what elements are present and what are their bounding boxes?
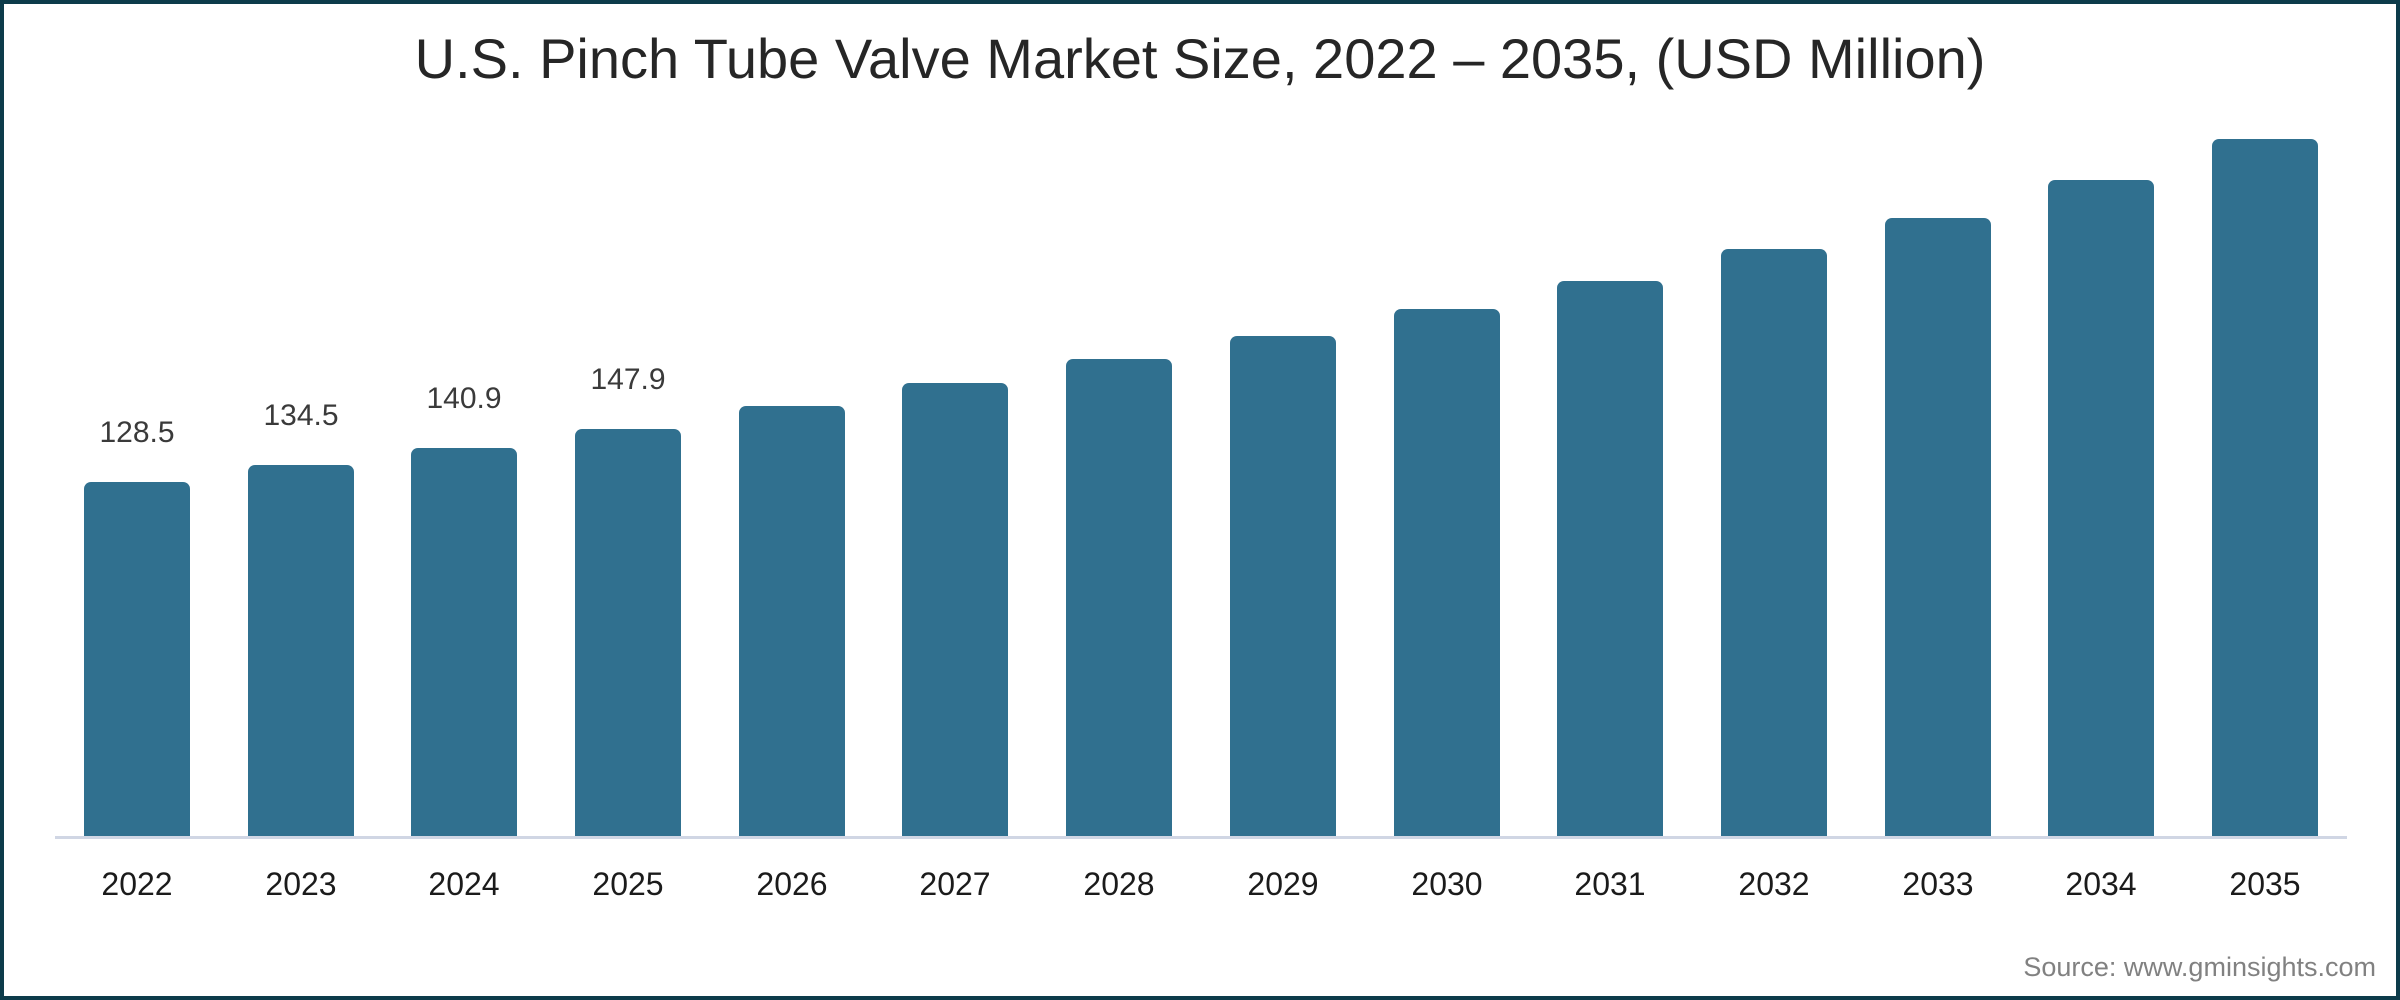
bar-2032 [1721, 249, 1827, 836]
bar-2031 [1557, 281, 1663, 836]
year-label-2031: 2031 [1574, 866, 1646, 902]
year-label-2025: 2025 [592, 866, 664, 902]
bar-2027 [902, 383, 1008, 836]
bar-2029 [1230, 336, 1336, 836]
bar-2022 [84, 482, 190, 836]
year-label-2029: 2029 [1247, 866, 1319, 902]
bar-2023 [248, 465, 354, 836]
bar-2030 [1394, 309, 1500, 836]
plot-area: 128.5 2022 134.5 2023 140.9 2024 147.9 2025 2026… [4, 4, 2396, 996]
bar-2028 [1066, 359, 1172, 836]
year-label-2032: 2032 [1738, 866, 1810, 902]
bar-2035 [2212, 139, 2318, 836]
bar-2033 [1885, 218, 1991, 836]
year-label-2033: 2033 [1902, 866, 1974, 902]
bar-2024 [411, 448, 517, 836]
bar-2026 [739, 406, 845, 836]
bar-2034 [2048, 180, 2154, 836]
data-label-2024: 140.9 [426, 382, 502, 415]
x-axis-baseline [55, 836, 2347, 839]
data-label-2023: 134.5 [263, 399, 339, 432]
year-label-2027: 2027 [919, 866, 991, 902]
year-label-2028: 2028 [1083, 866, 1155, 902]
year-label-2035: 2035 [2229, 866, 2301, 902]
year-label-2030: 2030 [1411, 866, 1483, 902]
year-label-2022: 2022 [101, 866, 173, 902]
year-label-2026: 2026 [756, 866, 828, 902]
data-label-2025: 147.9 [590, 363, 666, 396]
year-label-2023: 2023 [265, 866, 337, 902]
year-label-2034: 2034 [2065, 866, 2137, 902]
data-label-2022: 128.5 [99, 416, 175, 449]
bar-2025 [575, 429, 681, 836]
year-label-2024: 2024 [428, 866, 500, 902]
chart-title: U.S. Pinch Tube Valve Market Size, 2022 … [414, 27, 1986, 90]
source-credit: Source: www.gminsights.com [2023, 952, 2376, 982]
